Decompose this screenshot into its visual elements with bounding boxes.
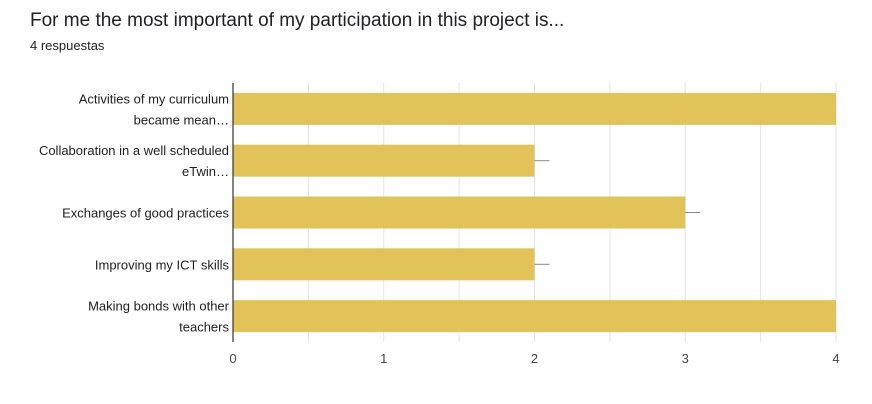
response-count: 4 respuestas bbox=[30, 38, 105, 53]
bar bbox=[233, 248, 535, 281]
x-tick-label: 0 bbox=[229, 351, 236, 366]
x-tick-label: 2 bbox=[531, 351, 538, 366]
x-tick-labels: 0 1 2 3 4 bbox=[229, 351, 839, 366]
bar bbox=[233, 144, 535, 177]
category-label: became mean… bbox=[134, 112, 229, 127]
x-tick-label: 1 bbox=[380, 351, 387, 366]
category-label: Activities of my curriculum bbox=[79, 91, 229, 106]
category-labels: Activities of my curriculum became mean… C… bbox=[39, 91, 230, 334]
bar bbox=[233, 300, 836, 333]
bar bbox=[233, 196, 686, 229]
gridlines bbox=[307, 83, 837, 342]
category-label: teachers bbox=[179, 320, 229, 335]
category-label: Collaboration in a well scheduled bbox=[39, 143, 229, 158]
x-tick-label: 4 bbox=[832, 351, 839, 366]
bars bbox=[233, 92, 836, 333]
category-label: eTwin… bbox=[182, 164, 229, 179]
bar bbox=[233, 92, 836, 125]
category-label: Improving my ICT skills bbox=[95, 257, 230, 272]
category-label: Exchanges of good practices bbox=[62, 206, 229, 221]
category-label: Making bonds with other bbox=[88, 299, 230, 314]
x-tick-label: 3 bbox=[682, 351, 689, 366]
chart-title: For me the most important of my particip… bbox=[30, 10, 565, 31]
